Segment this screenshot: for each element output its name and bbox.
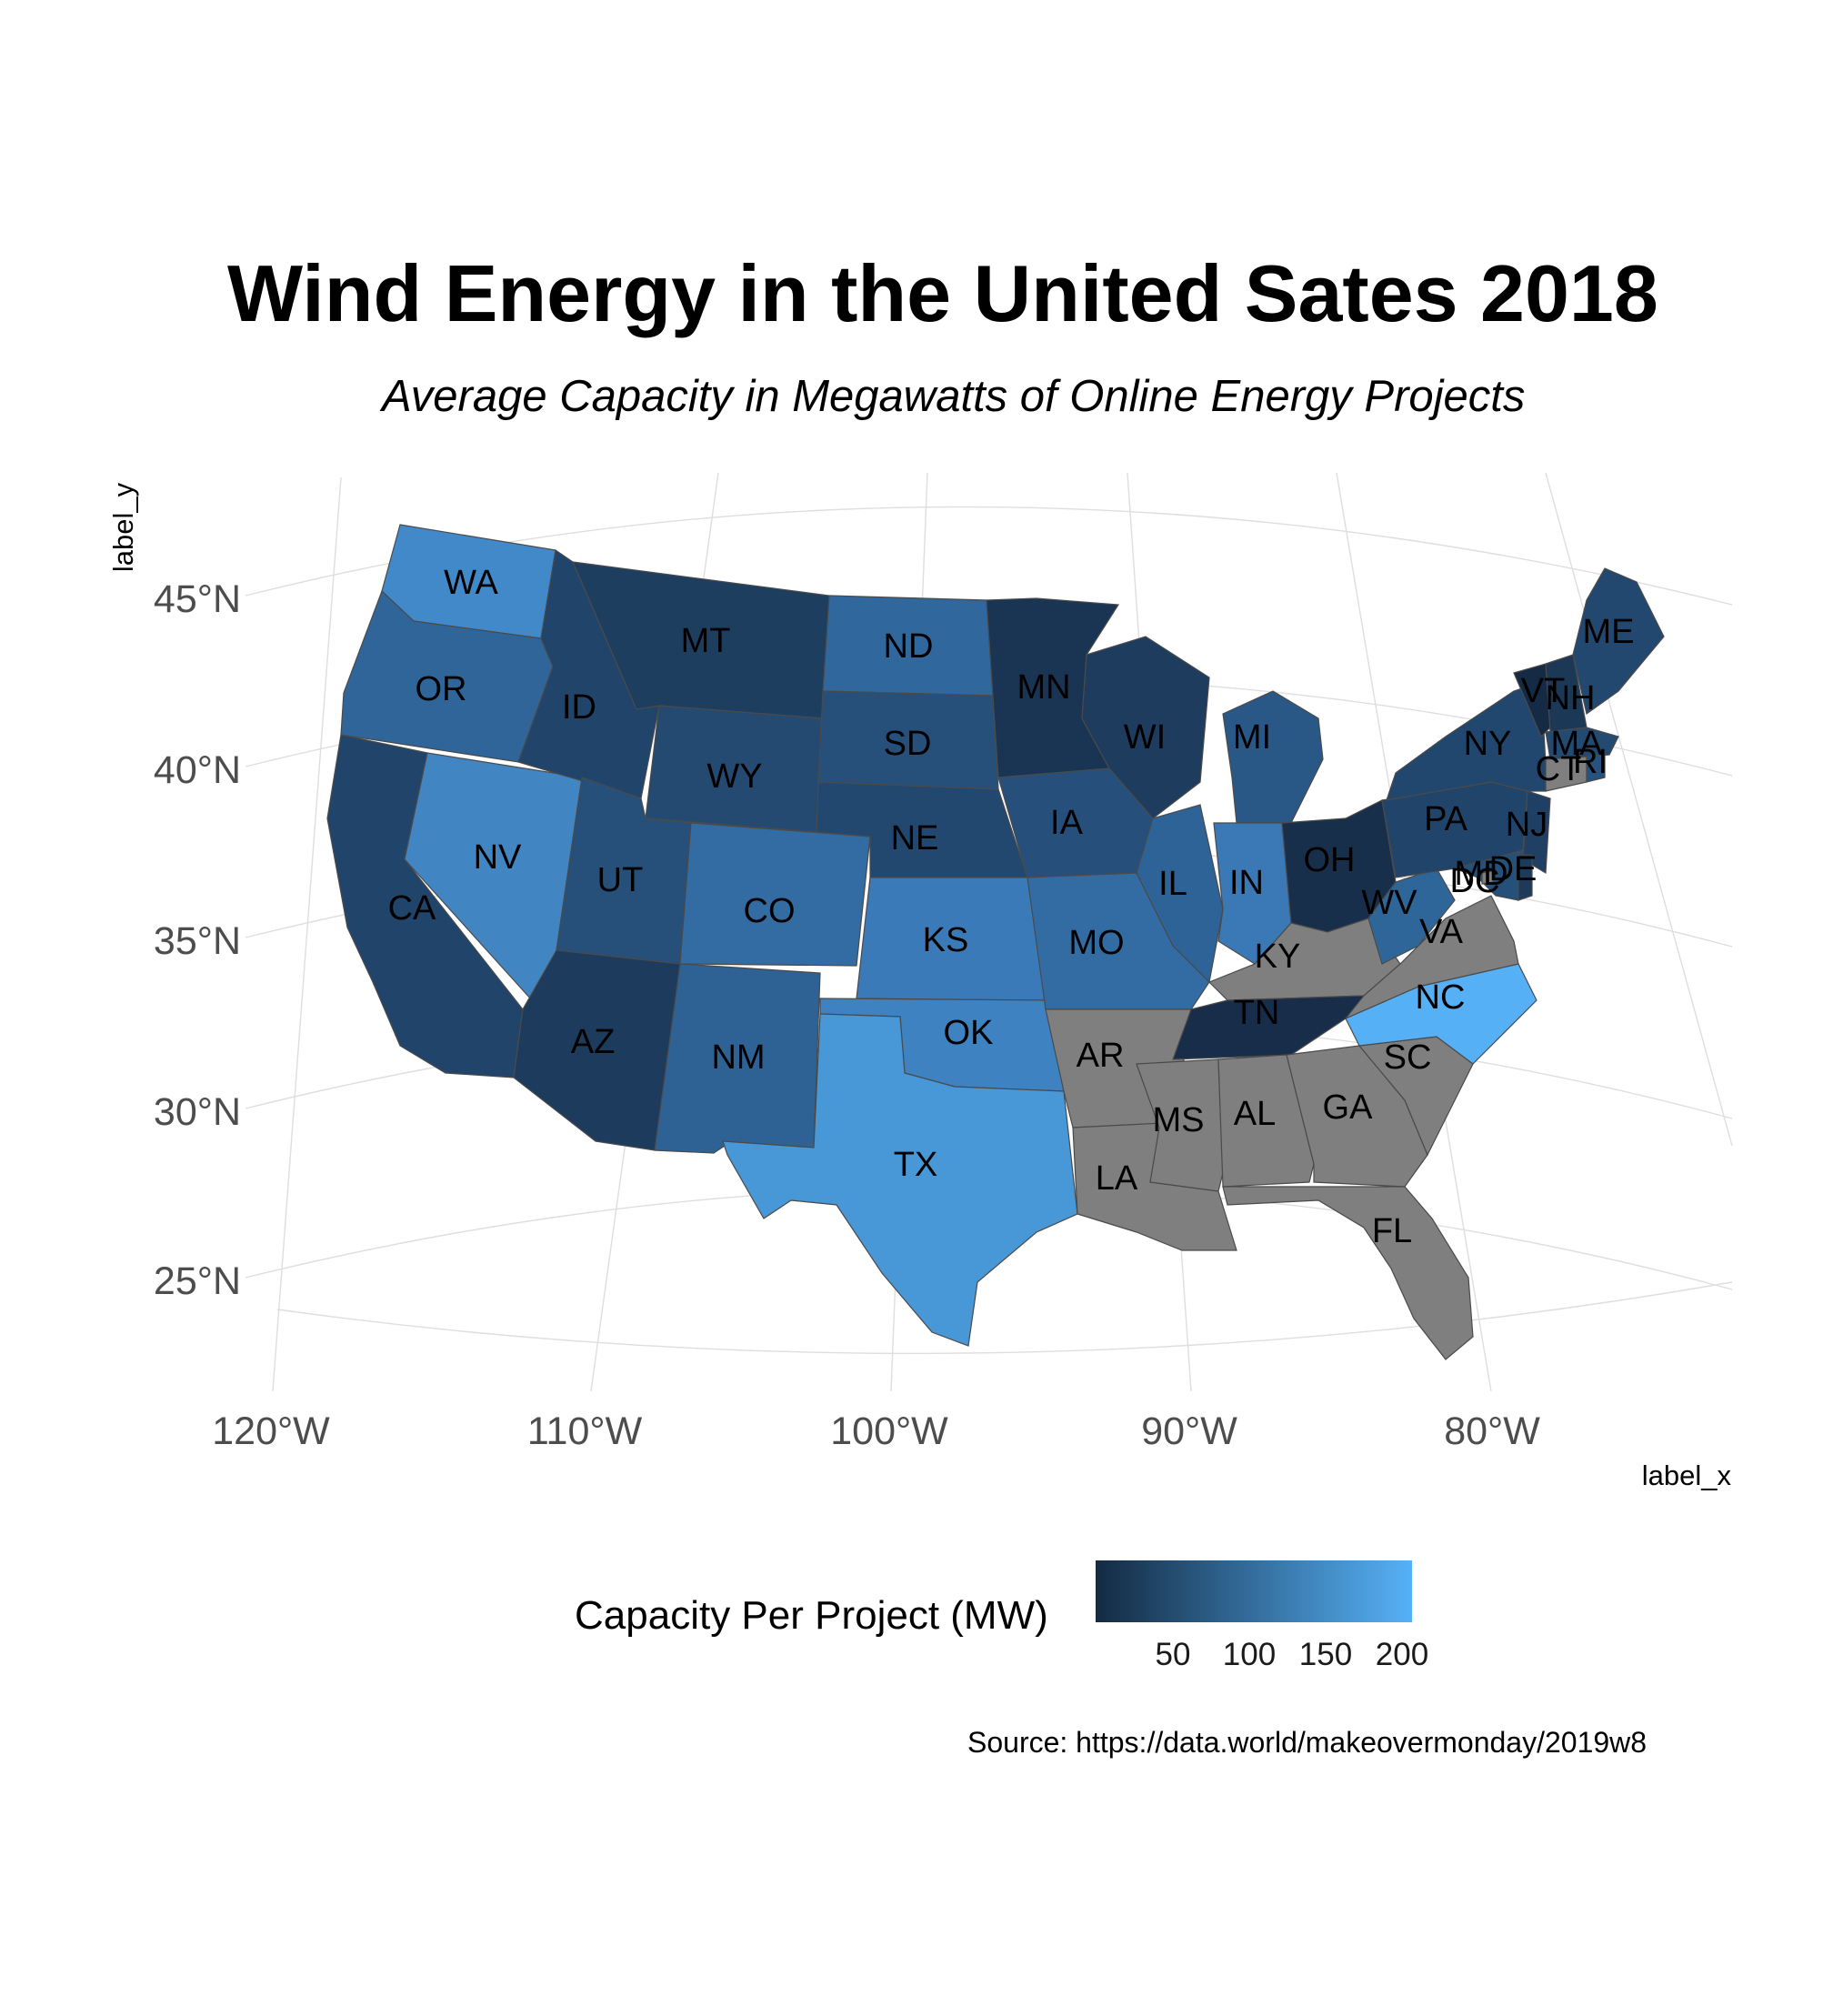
state-VA: [1345, 895, 1519, 1019]
state-NJ: [1522, 790, 1551, 875]
state-label-MS: MS: [1153, 1101, 1205, 1139]
state-TX: [722, 1013, 1078, 1347]
state-label-KY: KY: [1255, 938, 1301, 976]
state-label-IL: IL: [1158, 865, 1187, 903]
state-label-NH: NH: [1546, 679, 1596, 717]
state-label-UT: UT: [597, 861, 644, 899]
state-label-AR: AR: [1077, 1037, 1125, 1075]
state-label-NC: NC: [1416, 978, 1466, 1017]
y-axis-title: label_y: [107, 482, 139, 572]
state-label-OR: OR: [416, 670, 467, 708]
state-label-NV: NV: [474, 838, 522, 877]
state-FL: [1222, 1186, 1474, 1360]
lon-tick-80: 80°W: [1444, 1409, 1540, 1453]
state-label-IA: IA: [1050, 804, 1084, 842]
state-label-DC: DC: [1450, 862, 1500, 900]
lon-tick-90: 90°W: [1141, 1409, 1237, 1453]
state-label-SC: SC: [1384, 1038, 1432, 1077]
state-MI: [1222, 690, 1324, 824]
state-label-GA: GA: [1323, 1088, 1374, 1127]
graticule-lon-70: [1545, 472, 1733, 1147]
state-label-CA: CA: [388, 889, 436, 928]
state-label-RI: RI: [1573, 743, 1608, 781]
state-labels: WA OR CA NV ID MT WY UT AZ CO NM ND SD N…: [388, 564, 1635, 1250]
state-label-MI: MI: [1233, 718, 1271, 757]
state-label-FL: FL: [1372, 1212, 1412, 1250]
state-label-OH: OH: [1304, 841, 1356, 879]
lon-tick-labels: 120°W 110°W 100°W 90°W 80°W: [212, 1409, 1540, 1453]
lon-tick-120: 120°W: [212, 1409, 330, 1453]
lat-tick-25: 25°N: [154, 1259, 241, 1303]
state-label-ME: ME: [1583, 613, 1635, 651]
state-label-TX: TX: [894, 1146, 938, 1184]
graticule-lat-20: [276, 1281, 1733, 1355]
x-axis-title: label_x: [1642, 1459, 1732, 1491]
state-label-NM: NM: [711, 1038, 765, 1077]
state-label-ID: ID: [562, 688, 596, 727]
state-label-NY: NY: [1464, 725, 1512, 763]
states-layer: [326, 524, 1665, 1360]
state-CO: [679, 822, 871, 967]
lat-tick-labels: 45°N 40°N 35°N 30°N 25°N: [154, 577, 241, 1303]
state-label-IN: IN: [1229, 864, 1264, 902]
state-label-CO: CO: [744, 892, 796, 930]
state-label-TN: TN: [1234, 994, 1280, 1032]
source-caption: Source: https://data.world/makeovermonda…: [967, 1726, 1648, 1759]
state-label-MN: MN: [1017, 668, 1070, 707]
state-label-PA: PA: [1424, 800, 1468, 838]
state-label-DE: DE: [1489, 850, 1538, 888]
state-label-MT: MT: [681, 622, 731, 660]
state-label-WV: WV: [1361, 884, 1417, 922]
chart-subtitle: Average Capacity in Megawatts of Online …: [382, 372, 1526, 421]
state-label-NJ: NJ: [1506, 806, 1548, 844]
state-ME: [1572, 567, 1665, 716]
state-label-AL: AL: [1234, 1095, 1276, 1133]
state-label-VT: VT: [1521, 672, 1566, 710]
state-label-AZ: AZ: [571, 1023, 616, 1061]
state-label-VA: VA: [1419, 913, 1464, 951]
state-label-WY: WY: [706, 757, 762, 796]
state-label-CT: CT: [1536, 750, 1582, 788]
state-AL: [1217, 1054, 1315, 1188]
state-label-LA: LA: [1096, 1159, 1138, 1198]
state-WV: [1367, 868, 1456, 965]
legend-tick-100: 100: [1222, 1637, 1277, 1672]
state-label-MO: MO: [1068, 924, 1124, 962]
legend-title: Capacity Per Project (MW): [575, 1593, 1048, 1638]
state-label-ND: ND: [884, 627, 934, 666]
state-label-KS: KS: [923, 921, 969, 959]
lat-tick-35: 35°N: [154, 919, 241, 963]
graticule-lon-120: [272, 476, 342, 1392]
legend-colorbar: [1096, 1560, 1412, 1622]
state-label-WI: WI: [1124, 718, 1166, 757]
lon-tick-100: 100°W: [830, 1409, 948, 1453]
state-DE: [1517, 854, 1533, 901]
lat-tick-45: 45°N: [154, 577, 241, 621]
state-label-OK: OK: [944, 1014, 994, 1052]
legend-tick-150: 150: [1298, 1637, 1353, 1672]
legend-tick-50: 50: [1155, 1637, 1191, 1672]
state-label-NE: NE: [891, 819, 939, 858]
state-label-MD: MD: [1454, 855, 1507, 893]
lon-tick-110: 110°W: [527, 1409, 643, 1453]
state-WI: [1081, 636, 1210, 819]
state-MA: [1545, 727, 1619, 760]
state-label-WA: WA: [444, 564, 498, 602]
state-label-SD: SD: [884, 725, 932, 763]
state-label-MA: MA: [1551, 725, 1604, 763]
chart-title: Wind Energy in the United Sates 2018: [227, 248, 1658, 338]
state-DC: [1481, 870, 1494, 885]
state-RI: [1586, 754, 1606, 783]
lat-tick-30: 30°N: [154, 1090, 241, 1134]
legend-tick-200: 200: [1375, 1637, 1429, 1672]
lat-tick-40: 40°N: [154, 748, 241, 792]
